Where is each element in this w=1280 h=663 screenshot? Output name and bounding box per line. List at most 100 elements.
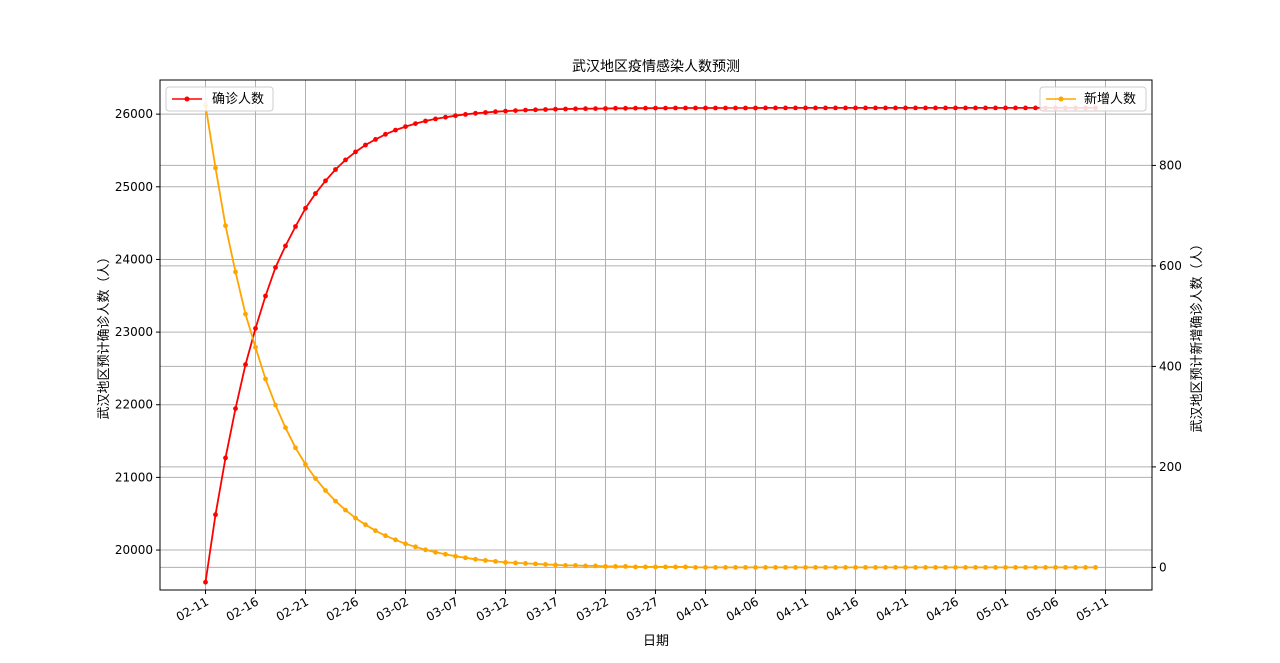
data-point [943,565,948,570]
data-point [1023,565,1028,570]
chart-title: 武汉地区疫情感染人数预测 [572,58,740,75]
data-point [893,105,898,111]
data-point [1023,105,1028,111]
data-point [773,565,778,570]
data-point [1003,105,1008,111]
data-point [1083,565,1088,570]
data-point [993,105,998,111]
data-point [693,105,698,111]
data-point [373,528,378,534]
legend-right-box [1039,86,1147,112]
data-point [623,105,628,111]
legend-right: 新增人数 [1039,86,1147,112]
data-point [403,124,408,129]
data-point [753,565,758,570]
legend-left: 确诊人数 [165,86,274,112]
data-point [513,108,518,113]
data-point [303,205,308,211]
data-point [1003,565,1008,570]
data-point [793,105,798,111]
data-point [283,425,288,431]
data-point [823,105,828,111]
data-point [463,112,468,117]
data-point [413,121,418,126]
data-point [933,565,938,570]
data-point [853,565,858,570]
data-point [503,108,508,114]
data-point [923,105,928,111]
data-point [233,406,238,411]
data-point [273,402,278,408]
data-point [653,105,658,111]
data-point [863,565,868,570]
data-point [613,105,618,111]
data-point [253,344,258,350]
series-2 [203,102,1098,570]
data-point [793,565,798,570]
data-point [953,565,958,570]
data-point [403,541,408,547]
data-point [1033,565,1038,570]
data-point [993,565,998,570]
data-point [223,223,228,229]
data-point [1033,105,1038,111]
data-point [873,565,878,570]
data-point [763,105,768,111]
data-point [713,565,718,570]
data-point [363,142,368,148]
data-point [383,131,388,137]
data-point [783,105,788,111]
data-point [263,376,268,382]
data-point [213,165,218,171]
data-point [473,110,478,116]
data-point [603,106,608,111]
data-point [883,565,888,570]
data-point [613,564,618,569]
data-point [353,149,358,155]
data-point [463,555,468,561]
data-point [413,544,418,550]
y-right-tick-label: 400 [1159,359,1182,373]
data-point [1063,565,1068,570]
data-point [583,106,588,112]
y-left-tick-label: 23000 [115,325,153,339]
data-point [803,565,808,570]
data-point [753,105,758,111]
data-point [603,564,608,569]
data-point [423,547,428,553]
legend-left-label: 确诊人数 [212,92,264,107]
data-point [903,565,908,570]
data-point [553,562,558,568]
data-point [203,579,208,585]
y-left-tick-label: 21000 [115,470,153,484]
data-point [283,243,288,249]
data-point [353,515,358,521]
data-point [743,105,748,111]
y-left-tick-label: 26000 [115,107,153,121]
data-point [643,564,648,570]
data-point [953,105,958,111]
y-axis-left-label: 武汉地区预计确诊人数（人） [97,250,112,419]
data-point [923,565,928,570]
data-point [243,362,248,367]
data-point [813,105,818,111]
data-point [973,105,978,111]
legend-left-box [165,86,274,112]
data-point [1013,105,1018,111]
data-point [453,553,458,559]
data-point [573,563,578,568]
data-point [913,565,918,570]
data-point [313,476,318,481]
data-point [233,269,238,275]
data-point [333,167,338,172]
data-point [963,565,968,570]
y-right-tick-label: 600 [1159,259,1182,273]
data-point [683,105,688,111]
data-point [213,512,218,518]
data-point [333,498,338,504]
data-point [983,565,988,570]
data-point [773,105,778,111]
data-point [263,293,268,299]
data-point [593,106,598,111]
